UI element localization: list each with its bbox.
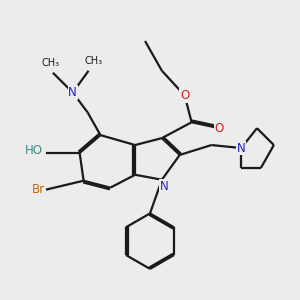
Text: HO: HO xyxy=(25,143,43,157)
Text: O: O xyxy=(180,89,189,102)
Text: CH₃: CH₃ xyxy=(42,58,60,68)
Text: Br: Br xyxy=(32,183,45,196)
Text: CH₃: CH₃ xyxy=(85,56,103,66)
Text: N: N xyxy=(68,86,77,99)
Text: N: N xyxy=(237,142,245,154)
Text: O: O xyxy=(215,122,224,135)
Text: N: N xyxy=(160,180,168,193)
